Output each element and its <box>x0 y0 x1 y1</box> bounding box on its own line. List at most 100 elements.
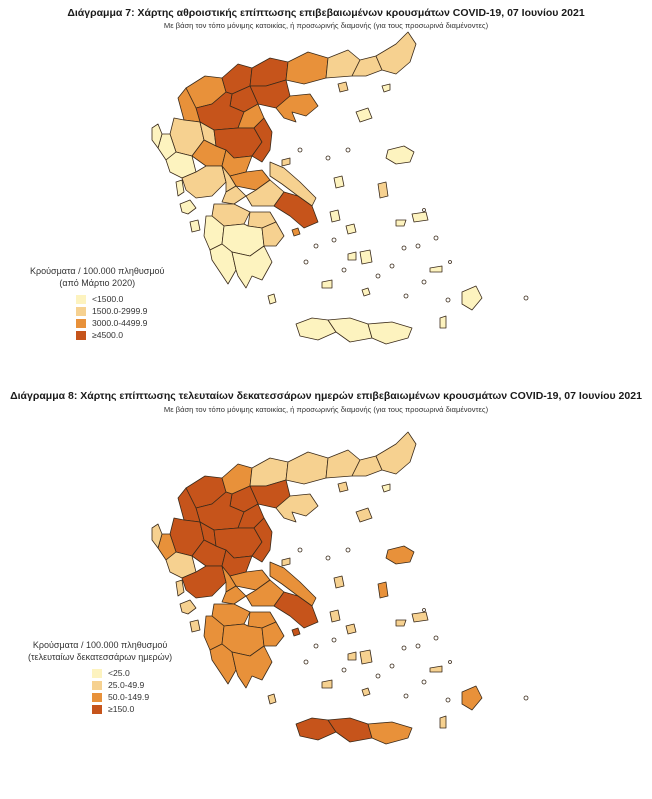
region-crete-east <box>367 721 413 745</box>
region-sporades <box>281 157 291 167</box>
small-islands <box>297 147 529 303</box>
region-lesvos <box>385 145 415 165</box>
region-kefalonia <box>179 199 197 215</box>
legend-swatch <box>92 704 102 714</box>
map-subtitle: Με βάση τον τόπο μόνιμης κατοικίας, ή πρ… <box>163 405 489 414</box>
region-tinos-mykonos <box>345 223 357 235</box>
region-crete-central <box>327 317 373 343</box>
region-tinos-mykonos <box>345 623 357 635</box>
legend-item: 1500.0-2999.9 <box>76 305 164 317</box>
map-legend: Κρούσματα / 100.000 πληθυσμού (τελευταίω… <box>28 639 172 715</box>
region-argolida <box>261 621 285 647</box>
region-crete-east <box>367 321 413 345</box>
legend-subtitle: (τελευταίων δεκατεσσάρων ημερών) <box>28 652 173 662</box>
region-andros <box>329 609 341 623</box>
region-kythira <box>267 693 277 705</box>
region-crete-central <box>327 717 373 743</box>
region-paros <box>347 251 357 261</box>
region-serres <box>285 451 329 485</box>
legend-subtitle: (από Μάρτιο 2020) <box>59 278 136 288</box>
map-title: Διάγραμμα 7: Χάρτης αθροιστικής επίπτωση… <box>67 7 585 19</box>
region-chalkidiki <box>275 493 319 523</box>
region-chios <box>377 181 389 199</box>
region-paros <box>347 651 357 661</box>
region-lefkada <box>175 579 185 597</box>
region-attica <box>273 591 319 629</box>
region-aegina-salamina <box>291 627 301 637</box>
legend-swatch <box>92 680 102 690</box>
legend-item: ≥150.0 <box>92 703 172 715</box>
region-santorini <box>361 287 371 297</box>
region-kos <box>429 265 443 273</box>
greece-choropleth-map <box>151 31 529 345</box>
region-lakonia <box>231 645 273 689</box>
region-skyros <box>333 575 345 589</box>
region-naxos <box>359 649 373 665</box>
map-title: Διάγραμμα 8: Χάρτης επίπτωσης τελευταίων… <box>10 390 642 402</box>
legend-label: 50.0-149.9 <box>108 692 150 702</box>
legend-title: Κρούσματα / 100.000 πληθυσμού <box>32 640 168 650</box>
region-messinia <box>209 643 237 685</box>
region-andros <box>329 209 341 223</box>
region-kefalonia <box>179 599 197 615</box>
region-messinia <box>209 243 237 285</box>
region-rhodope-evros <box>375 31 417 75</box>
legend-item: ≥4500.0 <box>76 329 164 341</box>
region-samos <box>411 611 429 623</box>
region-lemnos <box>355 507 373 523</box>
legend-item: 25.0-49.9 <box>92 679 172 691</box>
region-aegina-salamina <box>291 227 301 237</box>
greece-choropleth-map <box>151 431 529 745</box>
region-samos <box>411 211 429 223</box>
legend-item: <25.0 <box>92 667 172 679</box>
region-zakynthos <box>189 619 201 633</box>
fourteen-day-incidence-map-panel: Διάγραμμα 8: Χάρτης επίπτωσης τελευταίων… <box>0 385 652 799</box>
region-lesvos <box>385 545 415 565</box>
legend-label: <25.0 <box>108 668 130 678</box>
cumulative-incidence-map-panel: Διάγραμμα 7: Χάρτης αθροιστικής επίπτωση… <box>0 0 652 385</box>
region-kos <box>429 665 443 673</box>
region-chalkidiki <box>275 93 319 123</box>
region-skyros <box>333 175 345 189</box>
region-xanthi <box>351 55 383 77</box>
legend-label: 1500.0-2999.9 <box>92 306 148 316</box>
region-fokida <box>221 185 247 205</box>
region-samothraki <box>381 83 391 93</box>
region-zakynthos <box>189 219 201 233</box>
legend-label: ≥4500.0 <box>92 330 124 340</box>
region-ikaria <box>395 619 407 627</box>
region-rhodes <box>461 285 483 311</box>
region-naxos <box>359 249 373 265</box>
region-argolida <box>261 221 285 247</box>
legend-swatch <box>76 306 86 316</box>
region-kythira <box>267 293 277 305</box>
region-xanthi <box>351 455 383 477</box>
region-rhodope-evros <box>375 431 417 475</box>
region-serres <box>285 51 329 85</box>
region-santorini <box>361 687 371 697</box>
region-karpathos <box>439 315 447 329</box>
legend-item: <1500.0 <box>76 293 164 305</box>
region-samothraki <box>381 483 391 493</box>
region-lefkada <box>175 179 185 197</box>
small-islands <box>297 547 529 703</box>
legend-label: 25.0-49.9 <box>108 680 145 690</box>
legend-swatch <box>76 318 86 328</box>
region-thasos <box>337 481 349 493</box>
region-lemnos <box>355 107 373 123</box>
legend-swatch <box>76 330 86 340</box>
region-corfu <box>151 523 163 549</box>
region-fokida <box>221 585 247 605</box>
legend-label: ≥150.0 <box>108 704 135 714</box>
legend-label: <1500.0 <box>92 294 124 304</box>
region-ikaria <box>395 219 407 227</box>
map-subtitle: Με βάση τον τόπο μόνιμης κατοικίας, ή πρ… <box>163 21 489 30</box>
legend-swatch <box>92 668 102 678</box>
region-milos <box>321 279 333 289</box>
region-thasos <box>337 81 349 93</box>
region-corfu <box>151 123 163 149</box>
map-legend: Κρούσματα / 100.000 πληθυσμού (από Μάρτι… <box>30 265 164 341</box>
region-kastoria <box>177 87 201 123</box>
legend-swatch <box>76 294 86 304</box>
region-karpathos <box>439 715 447 729</box>
